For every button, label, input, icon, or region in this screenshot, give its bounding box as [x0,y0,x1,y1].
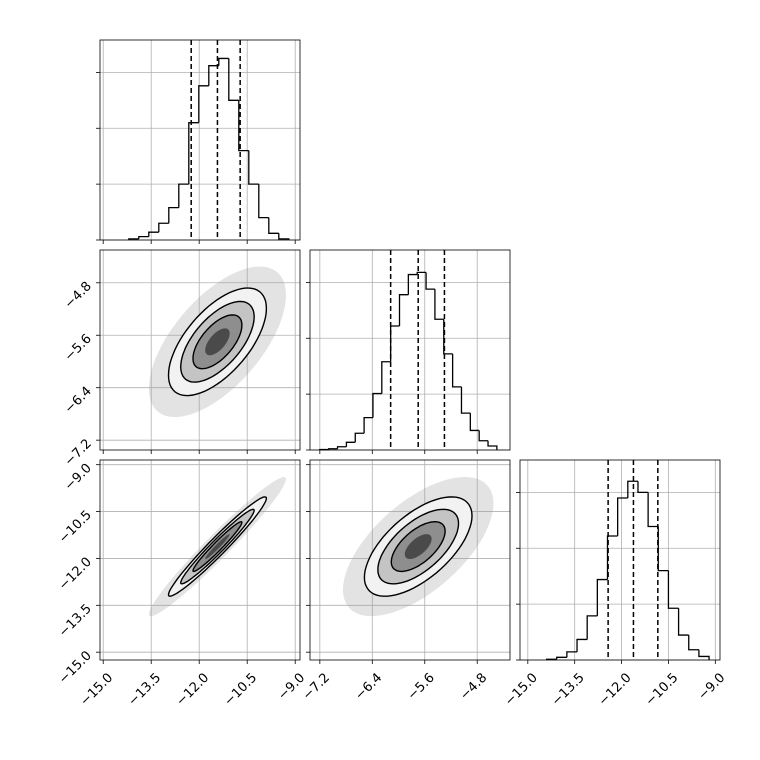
histogram-step [328,448,338,450]
histogram-step [617,497,628,536]
x-tick-label: −7.2 [300,670,333,703]
histogram-step [627,480,638,498]
histogram-step [478,430,489,442]
histogram-step [258,184,269,219]
density-fill [205,534,230,559]
y-tick-label: −12.0 [56,555,95,594]
histogram-step [372,392,382,418]
x-tick-label: −13.5 [549,670,588,709]
contour [167,496,268,597]
x-tick-label: −10.5 [643,670,682,709]
histogram-step [218,57,229,66]
contour [192,520,243,573]
histogram-step [596,578,608,616]
panel-frame [99,39,301,241]
histogram-step [228,58,239,101]
x-tick-label: −15.0 [77,670,116,709]
x-tick-label: −12.0 [596,670,635,709]
y-tick-label: −13.5 [56,602,95,641]
histogram-step [278,233,290,240]
histogram-step [647,492,659,528]
y-tick-label: −10.5 [56,508,95,547]
density-fill [205,328,230,356]
histogram-step [434,289,444,320]
density-panel [148,266,286,417]
histogram-step [667,570,679,609]
histogram-step [354,432,365,443]
histogram-step [158,222,169,233]
histogram-step [178,183,189,208]
y-tick-label: −9.0 [62,461,95,494]
histogram-step [460,386,471,414]
histogram-step [566,651,578,658]
histogram-step [248,150,259,185]
histogram-step [576,638,588,652]
histogram-step [416,271,427,275]
histogram-step [606,535,618,580]
histogram-step [556,656,567,660]
histogram-step [677,608,689,636]
contour [179,300,255,383]
contour [167,287,268,397]
density-panel [342,477,494,617]
histogram-step [469,413,480,432]
x-tick-label: −12.0 [173,670,212,709]
y-tick-label: −4.8 [62,279,95,312]
histogram-step [425,272,435,290]
histogram-step [345,441,356,447]
histogram-step [487,440,498,450]
histogram-step [363,416,373,434]
histogram-step [451,353,462,388]
histogram-step [148,231,159,237]
histogram-step [407,273,418,295]
histogram-step [138,235,149,239]
histogram-step [336,446,347,449]
histogram-step [688,635,699,651]
histogram-step [168,206,179,224]
panel-frame [99,249,301,451]
density-panel [148,477,286,617]
histogram-step [198,85,209,123]
y-tick-label: −5.6 [62,331,95,364]
density-fill [404,534,432,559]
panel-frame [309,459,511,661]
contour [390,520,446,573]
panel-frame [519,459,721,661]
histogram-step [398,294,409,326]
histogram-step [188,122,199,185]
histogram-step [390,325,400,362]
x-tick-label: −6.4 [352,670,385,703]
contour [363,496,473,597]
x-tick-label: −9.0 [695,670,728,703]
y-tick-label: −15.0 [56,648,95,687]
histogram-step [637,481,649,494]
x-tick-label: −15.0 [502,670,541,709]
x-tick-label: −10.5 [221,670,260,709]
contour [179,508,255,585]
histogram-step [698,649,710,660]
histogram-step [381,361,391,394]
histogram-step [208,65,219,86]
histogram-step [268,217,279,234]
contour [192,314,243,370]
histogram-step [238,100,249,152]
y-tick-label: −7.2 [62,436,95,469]
histogram-step [586,615,598,640]
panel-frame [99,459,301,661]
x-tick-label: −13.5 [125,670,164,709]
y-tick-label: −6.4 [62,384,95,417]
contour [377,508,460,585]
x-tick-label: −4.8 [457,670,490,703]
panel-frame [309,249,511,451]
x-tick-label: −5.6 [405,670,438,703]
x-tick-label: −9.0 [275,670,308,703]
